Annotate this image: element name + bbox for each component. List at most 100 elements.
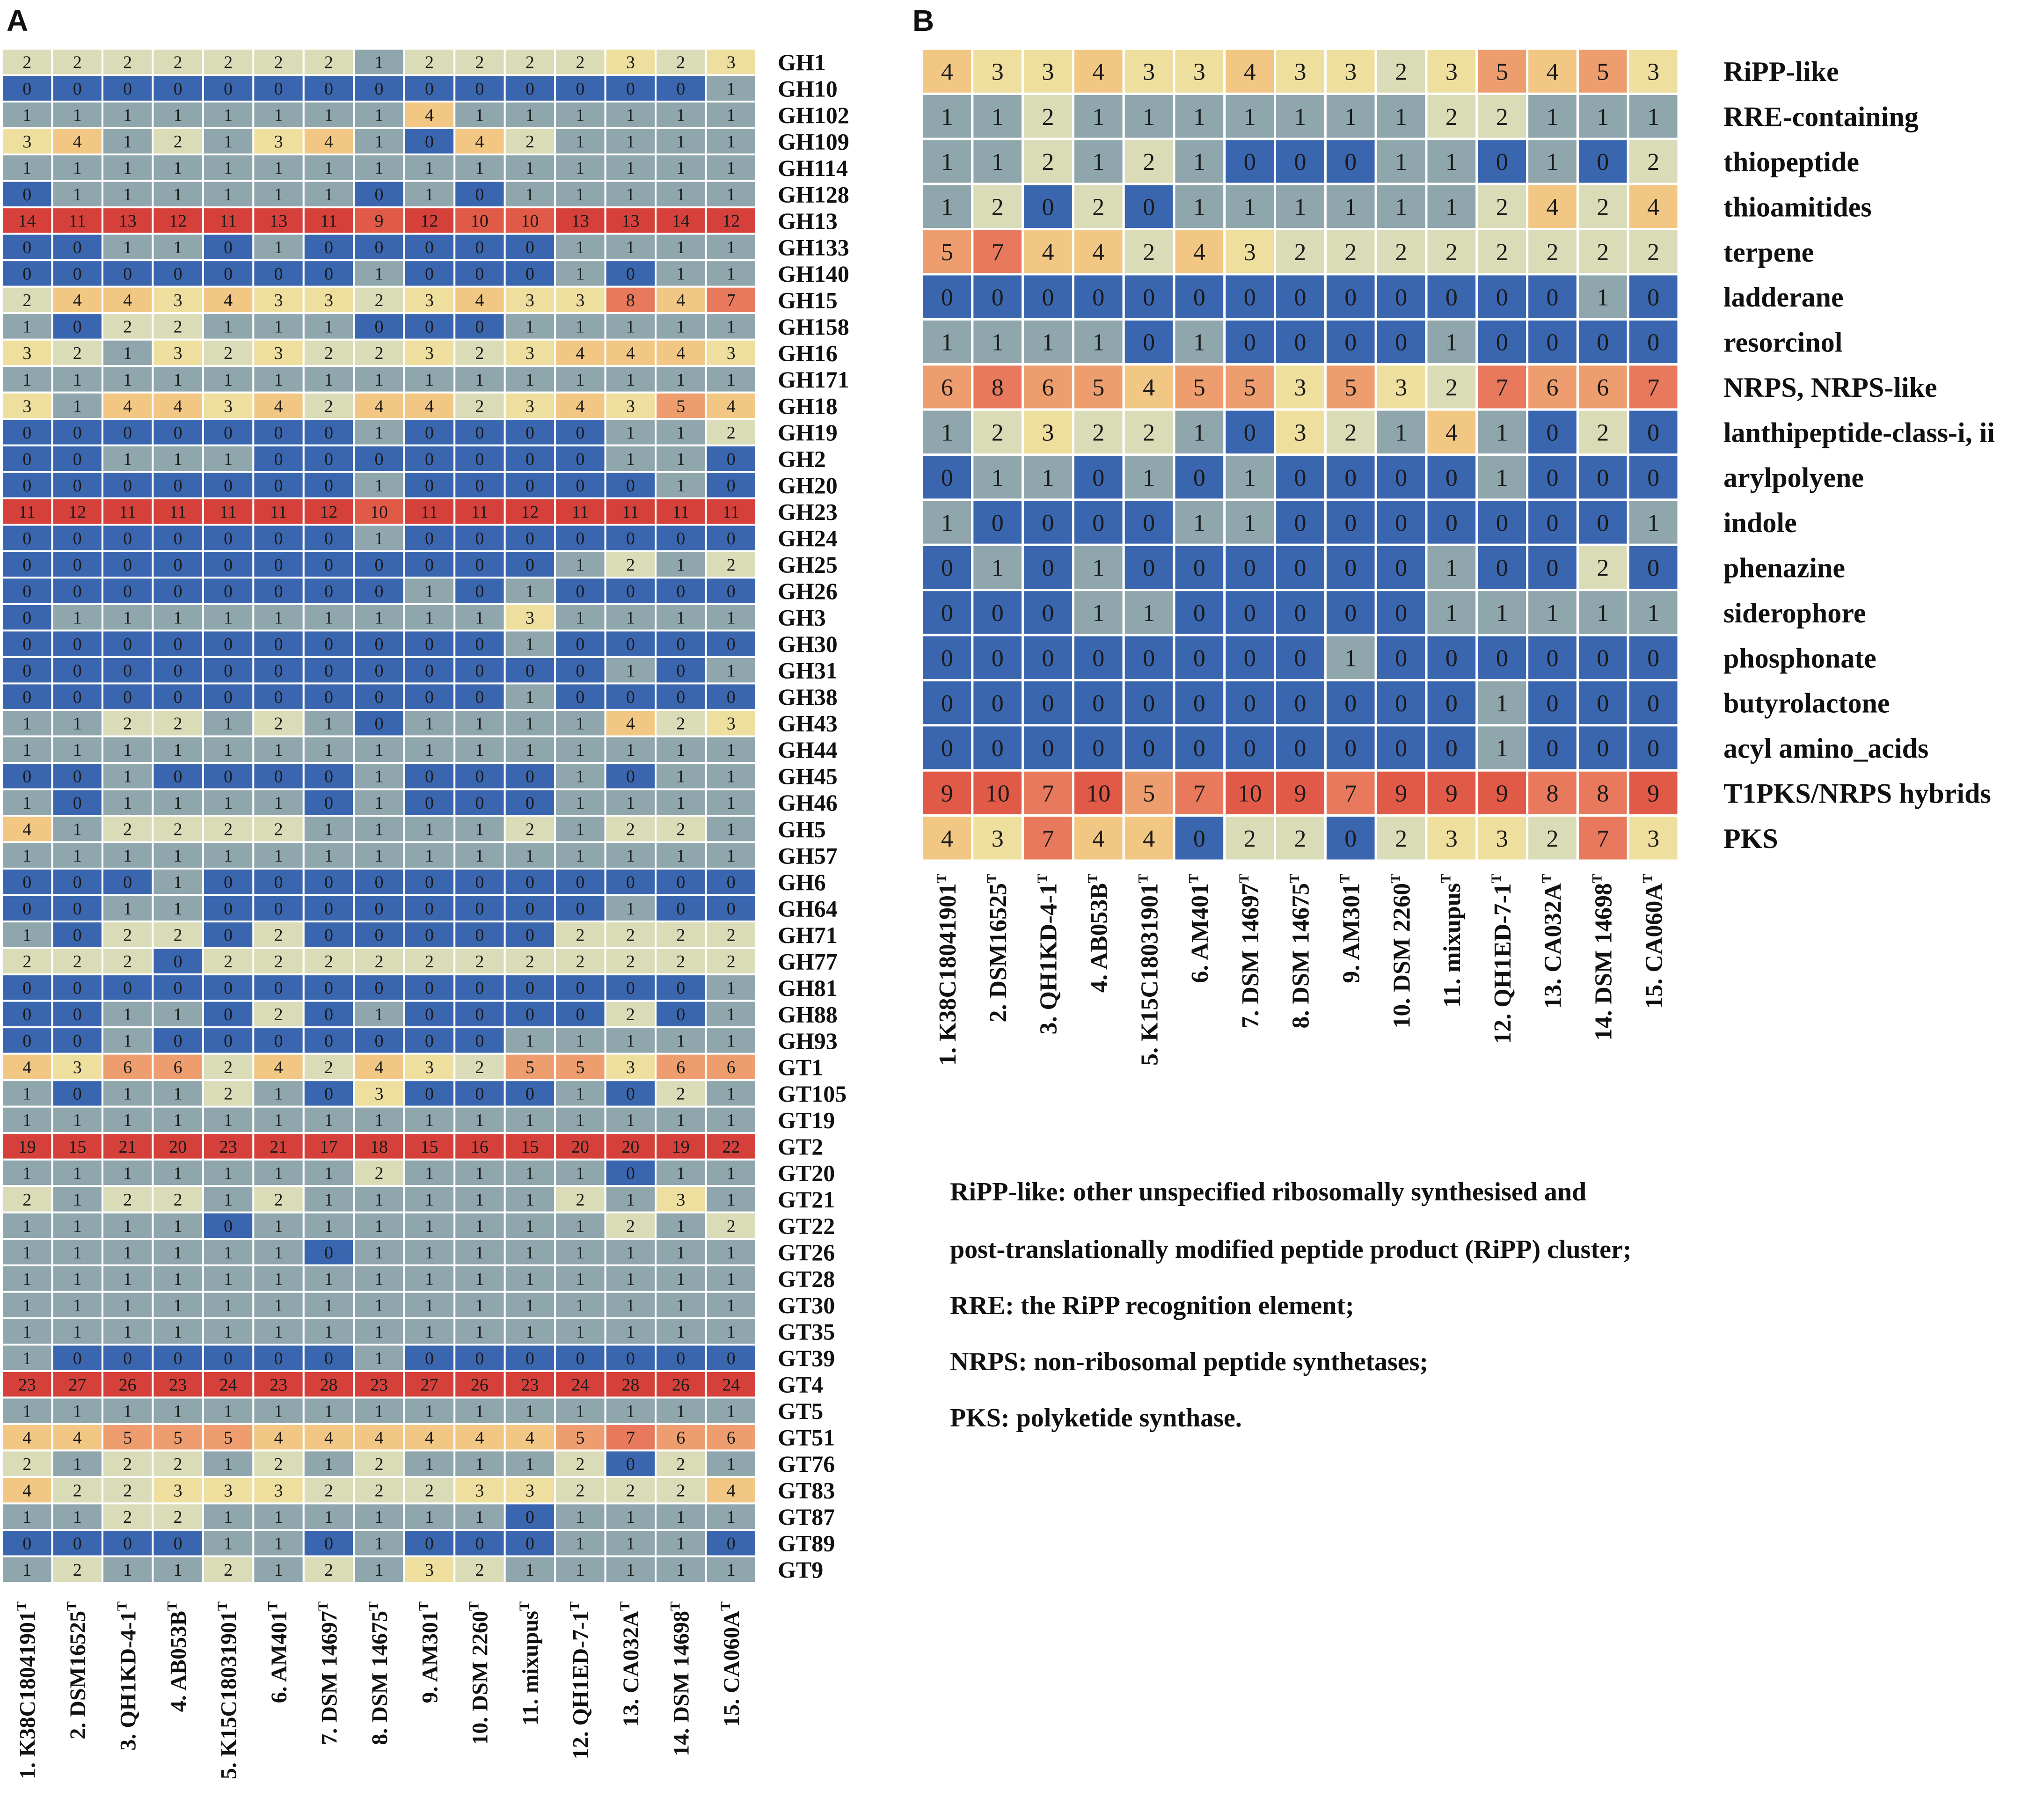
heat-cell xyxy=(202,1396,255,1425)
row-label: GT19 xyxy=(778,1107,835,1133)
heat-cell xyxy=(655,365,707,394)
heat-cell xyxy=(101,550,154,579)
cell-value: 1 xyxy=(727,238,736,257)
cell-value: 7 xyxy=(1042,781,1054,807)
cell-value: 0 xyxy=(1143,284,1155,311)
column-label: 11. mixupusT xyxy=(517,1601,543,1725)
cell-value: 1 xyxy=(1294,194,1307,221)
cell-value: 1 xyxy=(626,1507,635,1527)
heat-cell xyxy=(604,206,657,235)
cell-value: 1 xyxy=(475,1507,484,1527)
cell-value: 2 xyxy=(324,396,333,416)
cell-value: 0 xyxy=(526,1534,534,1554)
cell-value: 0 xyxy=(727,899,736,919)
heat-cell xyxy=(302,1079,355,1108)
cell-value: 0 xyxy=(425,793,434,813)
heat-cell xyxy=(504,1211,556,1240)
row-label: RRE-containing xyxy=(1723,102,1919,132)
cell-value: 2 xyxy=(22,952,31,972)
row-label: GH6 xyxy=(778,869,826,895)
heat-cell xyxy=(51,1502,103,1531)
cell-value: 23 xyxy=(370,1375,388,1395)
cell-value: 1 xyxy=(73,1269,82,1289)
cell-value: 1 xyxy=(123,899,132,919)
cell-value: 0 xyxy=(626,687,635,707)
cell-value: 1 xyxy=(676,1031,685,1051)
cell-value: 3 xyxy=(174,344,182,363)
heat-cell xyxy=(655,1211,707,1240)
cell-value: 12 xyxy=(420,212,438,231)
heat-cell xyxy=(1627,47,1680,95)
cell-value: 3 xyxy=(174,1481,182,1500)
cell-value: 1 xyxy=(727,106,736,125)
heat-cell xyxy=(403,1476,456,1505)
cell-value: 4 xyxy=(475,291,484,310)
heat-cell xyxy=(152,1105,204,1134)
cell-value: 1 xyxy=(73,1322,82,1342)
heat-cell xyxy=(403,973,456,1002)
cell-value: 1 xyxy=(1344,104,1357,131)
cell-value: 0 xyxy=(626,767,635,787)
cell-value: 0 xyxy=(1597,149,1609,175)
cell-value: 9 xyxy=(1294,781,1307,807)
cell-value: 1 xyxy=(123,449,132,469)
heat-cell xyxy=(705,629,757,658)
cell-value: 12 xyxy=(521,502,539,522)
cell-value: 1 xyxy=(375,793,384,813)
cell-value: 1 xyxy=(375,476,384,496)
heat-cell xyxy=(403,1291,456,1319)
heat-cell xyxy=(705,365,757,394)
cell-value: 0 xyxy=(1143,645,1155,672)
cell-value: 0 xyxy=(1496,329,1508,356)
heat-cell xyxy=(1,127,53,156)
heat-cell xyxy=(453,471,506,499)
cell-value: 1 xyxy=(526,1455,534,1474)
heat-cell xyxy=(353,682,405,711)
cell-value: 1 xyxy=(526,159,534,178)
cell-value: 1 xyxy=(22,159,31,178)
heat-cell xyxy=(453,48,506,76)
cell-value: 1 xyxy=(676,370,685,390)
heat-cell xyxy=(705,682,757,711)
cell-value: 3 xyxy=(576,291,584,310)
cell-value: 5 xyxy=(576,1428,584,1447)
cell-value: 0 xyxy=(22,1534,31,1554)
cell-value: 0 xyxy=(1395,329,1407,356)
cell-value: 1 xyxy=(1092,104,1104,131)
cell-value: 0 xyxy=(375,926,384,945)
cell-value: 1 xyxy=(727,1084,736,1104)
cell-value: 0 xyxy=(1597,465,1609,491)
cell-value: 1 xyxy=(676,264,685,284)
heat-cell xyxy=(252,127,305,156)
row-label: GT1 xyxy=(778,1054,823,1080)
cell-value: 1 xyxy=(274,370,283,390)
cell-value: 0 xyxy=(174,79,182,99)
heat-cell xyxy=(252,1211,305,1240)
heat-cell xyxy=(353,48,405,76)
cell-value: 1 xyxy=(375,159,384,178)
cell-value: 24 xyxy=(722,1375,740,1395)
cell-value: 2 xyxy=(676,1481,685,1500)
cell-value: 0 xyxy=(1395,465,1407,491)
cell-value: 2 xyxy=(1244,826,1256,852)
row-label: GT26 xyxy=(778,1239,835,1265)
row-label: GH15 xyxy=(778,287,838,313)
heat-cell xyxy=(403,1555,456,1584)
cell-value: 4 xyxy=(73,291,82,310)
heat-cell xyxy=(152,444,204,473)
cell-value: 11 xyxy=(421,502,438,522)
cell-value: 0 xyxy=(1092,465,1104,491)
heat-cell xyxy=(353,1264,405,1293)
heat-cell xyxy=(705,1053,757,1082)
cell-value: 1 xyxy=(274,1269,283,1289)
cell-value: 0 xyxy=(475,687,484,707)
heat-cell xyxy=(554,471,606,499)
cell-value: 0 xyxy=(22,899,31,919)
cell-value: 2 xyxy=(1597,420,1609,446)
cell-value: 2 xyxy=(324,53,333,73)
heat-cell xyxy=(705,338,757,367)
cell-value: 0 xyxy=(324,926,333,945)
cell-value: 1 xyxy=(727,1507,736,1527)
cell-value: 0 xyxy=(1092,735,1104,762)
cell-value: 0 xyxy=(1294,645,1307,672)
